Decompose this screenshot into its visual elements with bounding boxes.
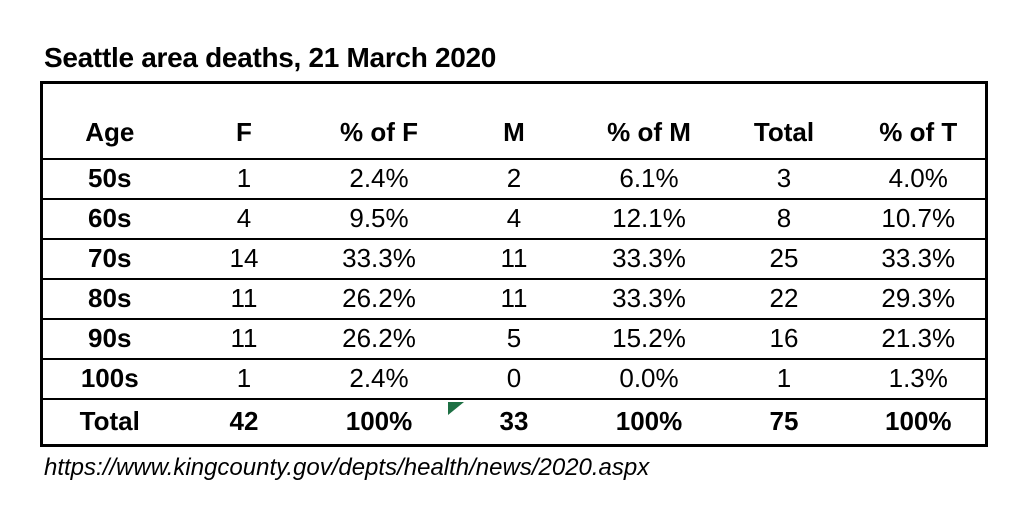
column-header-total: Total bbox=[753, 116, 815, 147]
cell-pct-m: 33.3% bbox=[581, 237, 717, 279]
cell-pct-m: 6.1% bbox=[581, 157, 717, 199]
age-label: 60s bbox=[41, 197, 177, 239]
page-title: Seattle area deaths, 21 March 2020 bbox=[44, 42, 497, 73]
cell-m: 5 bbox=[446, 317, 582, 359]
cell-pct-f: 26.2% bbox=[311, 277, 447, 319]
deaths-table-container: Age F % of F M % of M Total % of T 50s 1… bbox=[40, 81, 988, 447]
column-header-pct-t: % of T bbox=[879, 116, 958, 147]
table-total-row: Total 42 100% 33 100% 75 100% bbox=[41, 397, 987, 446]
cell-pct-f: 26.2% bbox=[311, 317, 447, 359]
cell-pct-t: 29.3% bbox=[851, 277, 987, 319]
table-row-80s: 80s 11 26.2% 11 33.3% 22 29.3% bbox=[41, 277, 987, 319]
cell-pct-t: 1.3% bbox=[851, 357, 987, 399]
cell-f: 1 bbox=[176, 357, 312, 399]
column-header-f: F bbox=[236, 116, 252, 147]
table-row-70s: 70s 14 33.3% 11 33.3% 25 33.3% bbox=[41, 237, 987, 279]
column-header-pct-f: % of F bbox=[340, 116, 418, 147]
cell-total: 22 bbox=[716, 277, 852, 319]
cell-m: 4 bbox=[446, 197, 582, 239]
table-row-60s: 60s 4 9.5% 4 12.1% 8 10.7% bbox=[41, 197, 987, 239]
cell-total-f: 42 bbox=[176, 397, 312, 446]
total-label: Total bbox=[41, 397, 177, 446]
cell-pct-m: 33.3% bbox=[581, 277, 717, 319]
cell-pct-f: 9.5% bbox=[311, 197, 447, 239]
cell-total: 25 bbox=[716, 237, 852, 279]
cell-pct-m: 12.1% bbox=[581, 197, 717, 239]
cell-pct-m: 15.2% bbox=[581, 317, 717, 359]
column-header-pct-m: % of M bbox=[607, 116, 691, 147]
cell-total: 8 bbox=[716, 197, 852, 239]
cell-f: 4 bbox=[176, 197, 312, 239]
cell-pct-t: 4.0% bbox=[851, 157, 987, 199]
cell-m: 0 bbox=[446, 357, 582, 399]
cell-pct-m: 0.0% bbox=[581, 357, 717, 399]
deaths-table: Age F % of F M % of M Total % of T 50s 1… bbox=[40, 81, 988, 447]
age-label: 90s bbox=[41, 317, 177, 359]
cell-total-total: 75 bbox=[716, 397, 852, 446]
cell-total: 16 bbox=[716, 317, 852, 359]
cell-total-pct-m: 100% bbox=[581, 397, 717, 446]
cell-f: 11 bbox=[176, 277, 312, 319]
cell-pct-f: 2.4% bbox=[311, 157, 447, 199]
cell-total-pct-f: 100% bbox=[311, 397, 447, 446]
table-row-90s: 90s 11 26.2% 5 15.2% 16 21.3% bbox=[41, 317, 987, 359]
table-row-50s: 50s 1 2.4% 2 6.1% 3 4.0% bbox=[41, 157, 987, 199]
cell-pct-t: 21.3% bbox=[851, 317, 987, 359]
cell-total: 1 bbox=[716, 357, 852, 399]
cell-total-pct-t: 100% bbox=[851, 397, 987, 446]
age-label: 80s bbox=[41, 277, 177, 319]
cell-f: 1 bbox=[176, 157, 312, 199]
table-header-row: Age F % of F M % of M Total % of T bbox=[42, 83, 987, 159]
table-row-100s: 100s 1 2.4% 0 0.0% 1 1.3% bbox=[41, 357, 987, 399]
age-label: 100s bbox=[41, 357, 177, 399]
column-header-age: Age bbox=[85, 116, 135, 147]
cell-total-m: 33 bbox=[446, 397, 582, 446]
cell-pct-f: 33.3% bbox=[311, 237, 447, 279]
cell-pct-t: 33.3% bbox=[851, 237, 987, 279]
cell-m: 11 bbox=[446, 237, 582, 279]
age-label: 70s bbox=[41, 237, 177, 279]
column-header-m: M bbox=[503, 116, 525, 147]
cell-pct-f: 2.4% bbox=[311, 357, 447, 399]
cell-total: 3 bbox=[716, 157, 852, 199]
source-url: https://www.kingcounty.gov/depts/health/… bbox=[44, 454, 650, 481]
cell-pct-t: 10.7% bbox=[851, 197, 987, 239]
cell-f: 14 bbox=[176, 237, 312, 279]
cell-m: 11 bbox=[446, 277, 582, 319]
age-label: 50s bbox=[41, 157, 177, 199]
cell-m: 2 bbox=[446, 157, 582, 199]
cell-f: 11 bbox=[176, 317, 312, 359]
